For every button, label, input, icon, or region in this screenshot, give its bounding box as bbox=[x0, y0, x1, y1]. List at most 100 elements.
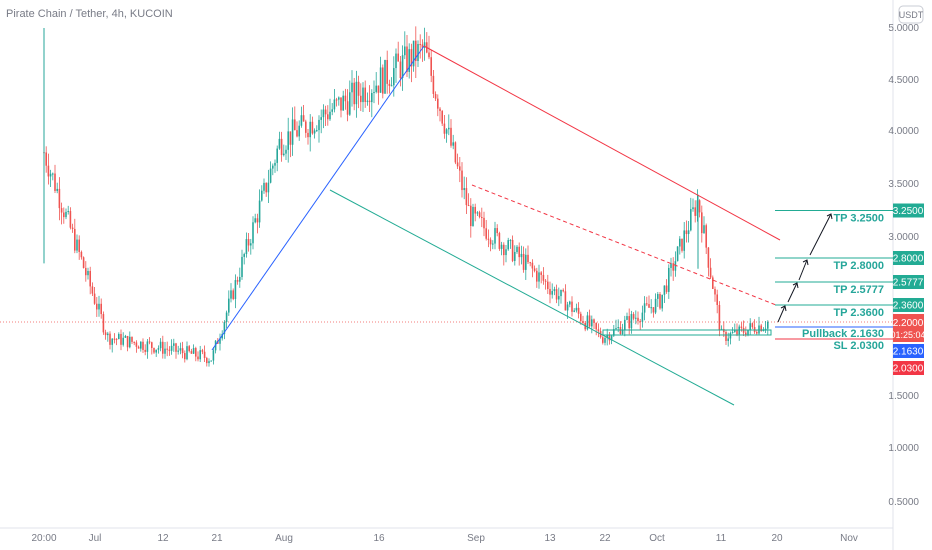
candle-body bbox=[399, 61, 402, 79]
candle-body bbox=[122, 337, 124, 345]
candle-body bbox=[287, 131, 289, 150]
candle-body bbox=[613, 329, 615, 336]
candle-body bbox=[492, 243, 494, 245]
candle-body bbox=[516, 246, 518, 252]
level-label: TP 2.8000 bbox=[833, 260, 884, 272]
candle-body bbox=[203, 351, 206, 358]
candle-body bbox=[454, 142, 457, 163]
candle-body bbox=[463, 188, 465, 191]
candle-body bbox=[197, 356, 199, 360]
candle-body bbox=[371, 93, 373, 103]
candle-body bbox=[49, 173, 52, 177]
time-tick-label: 16 bbox=[373, 533, 385, 544]
candle-body bbox=[269, 168, 272, 183]
candle-body bbox=[258, 200, 261, 223]
candle-body bbox=[280, 138, 283, 156]
candle-body bbox=[467, 205, 470, 207]
candle-body bbox=[729, 333, 732, 339]
candle-body bbox=[225, 312, 228, 323]
channel-lower-line[interactable] bbox=[329, 189, 735, 406]
candle-body bbox=[437, 98, 439, 109]
candle-body bbox=[164, 348, 166, 354]
price-tick-label: 0.5000 bbox=[888, 497, 919, 508]
candle-body bbox=[146, 341, 149, 352]
candle-body bbox=[364, 87, 366, 102]
candle-body bbox=[520, 253, 523, 258]
candle-body bbox=[685, 230, 688, 235]
candle-body bbox=[170, 345, 173, 351]
candle-body bbox=[401, 55, 404, 79]
candle-body bbox=[555, 289, 558, 300]
channel-upper-line[interactable] bbox=[423, 45, 781, 241]
candle-body bbox=[168, 349, 171, 351]
candle-body bbox=[188, 346, 190, 352]
candle-body bbox=[278, 138, 281, 149]
projection-arrow-4 bbox=[809, 213, 832, 256]
candle-body bbox=[496, 228, 498, 234]
candle-body bbox=[608, 334, 611, 341]
candle-body bbox=[643, 303, 646, 313]
candle-body bbox=[272, 165, 274, 169]
candle-body bbox=[397, 53, 399, 62]
candle-body bbox=[357, 81, 360, 96]
candle-body bbox=[340, 97, 342, 111]
candle-body bbox=[96, 303, 98, 310]
price-tick-label: 1.0000 bbox=[888, 443, 919, 454]
candle-body bbox=[503, 244, 505, 256]
candle-body bbox=[549, 288, 551, 295]
candle-body bbox=[751, 323, 754, 328]
candle-body bbox=[439, 108, 441, 112]
candle-body bbox=[311, 121, 314, 134]
candle-body bbox=[630, 314, 633, 329]
candle-body bbox=[602, 337, 604, 343]
candle-body bbox=[140, 341, 142, 349]
candle-body bbox=[676, 246, 679, 262]
candle-body bbox=[654, 298, 657, 313]
candle-body bbox=[725, 332, 727, 341]
candle-body bbox=[747, 329, 749, 336]
candle-body bbox=[533, 268, 536, 271]
candle-body bbox=[661, 294, 663, 309]
candle-body bbox=[100, 303, 102, 315]
level-badge bbox=[893, 251, 924, 265]
descending-resistance-line[interactable] bbox=[471, 184, 777, 306]
uptrend-line[interactable] bbox=[211, 45, 425, 351]
candle-body bbox=[148, 341, 151, 343]
time-tick-label: Jul bbox=[89, 533, 102, 544]
candle-body bbox=[120, 333, 122, 345]
candle-body bbox=[544, 280, 547, 282]
candle-body bbox=[236, 280, 239, 282]
projection-arrow-2 bbox=[787, 282, 798, 303]
candle-body bbox=[485, 228, 487, 239]
candle-body bbox=[432, 75, 435, 94]
candle-body bbox=[604, 338, 606, 343]
price-tick-label: 3.5000 bbox=[888, 179, 919, 190]
candle-body bbox=[276, 148, 278, 163]
candle-body bbox=[410, 49, 413, 67]
time-tick-label: 20 bbox=[771, 533, 783, 544]
candle-body bbox=[313, 130, 316, 134]
arrow-head-icon bbox=[792, 282, 799, 289]
candle-body bbox=[703, 225, 705, 234]
candle-body bbox=[247, 239, 250, 246]
candle-body bbox=[635, 317, 637, 319]
support-zone[interactable] bbox=[602, 329, 772, 336]
currency-button[interactable]: USDT bbox=[898, 5, 924, 24]
level-label: SL 2.0300 bbox=[833, 340, 884, 352]
candle-body bbox=[687, 230, 690, 235]
price-axis[interactable]: 5.0000 4.5000 4.0000 3.5000 3.0000 1.5000 1.00… bbox=[888, 23, 919, 508]
candle-body bbox=[452, 142, 454, 146]
time-axis[interactable]: 20:00 Jul 12 21 Aug 16 Sep 13 22 Oct 11 20 Nov bbox=[31, 533, 857, 544]
candle-body bbox=[201, 350, 204, 352]
candle-body bbox=[375, 85, 377, 92]
time-tick-label: Oct bbox=[649, 533, 665, 544]
current-price-badge: 2.2000 01:25:04 bbox=[890, 314, 926, 342]
candle-body bbox=[566, 304, 569, 311]
candle-body bbox=[509, 239, 512, 241]
time-tick-label: 22 bbox=[599, 533, 611, 544]
candle-body bbox=[142, 341, 144, 350]
candle-body bbox=[404, 46, 406, 56]
candle-body bbox=[736, 329, 738, 335]
arrow-head-icon bbox=[780, 305, 787, 312]
